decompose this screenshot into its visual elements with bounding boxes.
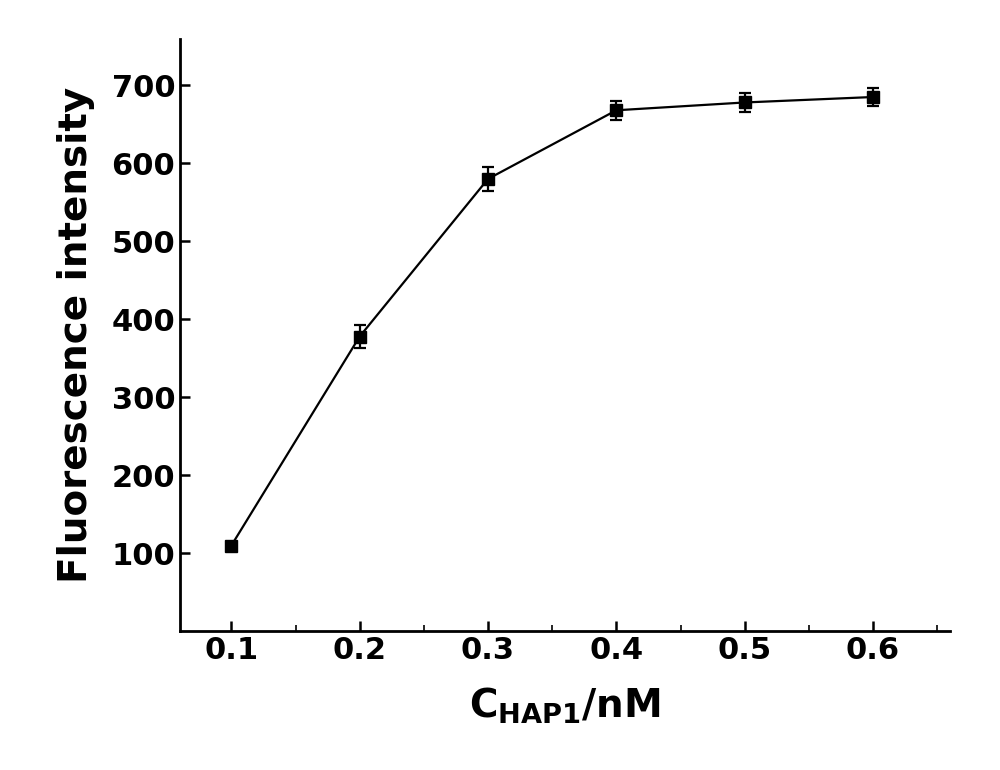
Y-axis label: Fluorescence intensity: Fluorescence intensity (57, 87, 95, 583)
X-axis label: $\mathbf{C}_{\mathbf{HAP1}}$$\mathbf{/nM}$: $\mathbf{C}_{\mathbf{HAP1}}$$\mathbf{/nM… (469, 686, 661, 726)
